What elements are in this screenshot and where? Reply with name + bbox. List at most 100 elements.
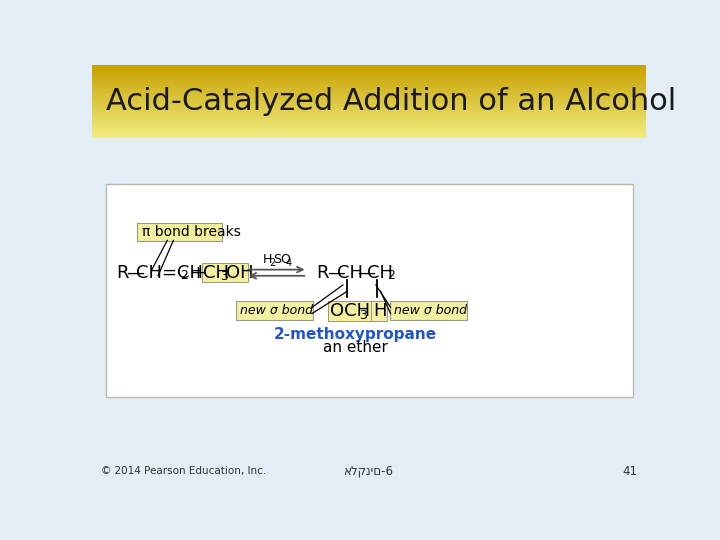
Bar (92, 111, 647, 112)
FancyBboxPatch shape (235, 301, 312, 320)
Bar (92, 73, 647, 74)
Bar (92, 72, 647, 73)
Bar (92, 85, 647, 86)
Bar (92, 133, 647, 134)
Text: CH: CH (204, 264, 230, 282)
Bar (92, 103, 647, 104)
Bar (92, 135, 647, 136)
FancyBboxPatch shape (106, 184, 633, 397)
Bar (92, 89, 647, 90)
Bar (92, 94, 647, 95)
Text: an ether: an ether (323, 340, 387, 355)
Bar (92, 70, 647, 71)
Text: CH=CH: CH=CH (137, 264, 204, 282)
FancyBboxPatch shape (372, 301, 387, 321)
Text: R: R (317, 264, 329, 282)
Text: +: + (190, 264, 205, 282)
Text: 2-methoxypropane: 2-methoxypropane (274, 327, 437, 342)
Bar (92, 121, 647, 122)
Bar (92, 131, 647, 132)
Text: —: — (127, 264, 145, 282)
Bar (92, 125, 647, 126)
Bar (92, 83, 647, 84)
Bar (92, 75, 647, 76)
Bar (92, 136, 647, 137)
Bar (92, 99, 647, 100)
Bar (92, 129, 647, 130)
Bar (92, 69, 647, 70)
Text: 3: 3 (220, 270, 228, 283)
Bar (92, 124, 647, 125)
Text: © 2014 Pearson Education, Inc.: © 2014 Pearson Education, Inc. (101, 467, 266, 476)
Bar (92, 76, 647, 77)
Text: —: — (356, 264, 374, 282)
Bar (92, 88, 647, 89)
Bar (92, 65, 647, 66)
Text: —: — (327, 264, 345, 282)
Text: new σ bond: new σ bond (240, 304, 312, 317)
Text: new σ bond: new σ bond (394, 304, 467, 317)
Bar (92, 67, 647, 68)
Bar (92, 97, 647, 98)
Text: אלקנים-6: אלקנים-6 (344, 465, 394, 478)
Bar (92, 92, 647, 93)
Bar (92, 134, 647, 135)
Text: SO: SO (274, 253, 292, 266)
Bar (92, 104, 647, 105)
Bar (92, 100, 647, 101)
Bar (92, 74, 647, 75)
Bar (92, 82, 647, 83)
Bar (92, 126, 647, 127)
Bar (92, 98, 647, 99)
Text: 41: 41 (622, 465, 637, 478)
Bar (92, 122, 647, 123)
Bar (92, 116, 647, 117)
Text: Acid-Catalyzed Addition of an Alcohol: Acid-Catalyzed Addition of an Alcohol (106, 87, 676, 116)
Text: R: R (117, 264, 129, 282)
Bar (92, 77, 647, 78)
Text: CH: CH (367, 264, 393, 282)
Text: OCH: OCH (330, 302, 370, 320)
Bar (92, 95, 647, 96)
Bar (92, 86, 647, 87)
Text: CH: CH (338, 264, 364, 282)
Bar (92, 117, 647, 118)
Bar (92, 96, 647, 97)
Text: 3: 3 (359, 308, 367, 321)
Bar (92, 138, 647, 481)
FancyBboxPatch shape (202, 264, 248, 282)
Text: OH: OH (226, 264, 253, 282)
Bar (92, 90, 647, 91)
Text: H: H (373, 302, 387, 320)
Bar (92, 130, 647, 131)
Bar (92, 81, 647, 82)
Bar (92, 101, 647, 102)
Bar (92, 123, 647, 124)
Bar (92, 68, 647, 69)
Bar (92, 118, 647, 119)
Bar (92, 80, 647, 81)
Text: 2: 2 (180, 269, 188, 282)
Bar (92, 107, 647, 108)
Bar (92, 119, 647, 120)
FancyBboxPatch shape (328, 301, 371, 321)
Bar (92, 108, 647, 109)
Bar (92, 66, 647, 67)
Bar (92, 112, 647, 113)
Bar (92, 93, 647, 94)
FancyBboxPatch shape (138, 222, 222, 241)
Text: 4: 4 (285, 258, 291, 268)
Bar (92, 127, 647, 128)
Bar (92, 110, 647, 111)
Text: 2: 2 (269, 258, 275, 268)
Bar (92, 132, 647, 133)
Bar (92, 128, 647, 129)
Bar (92, 109, 647, 110)
Bar (92, 113, 647, 114)
Text: π bond breaks: π bond breaks (142, 225, 240, 239)
Bar (92, 120, 647, 121)
Bar (92, 137, 647, 138)
Bar (92, 115, 647, 116)
FancyBboxPatch shape (390, 301, 467, 320)
Bar (92, 87, 647, 88)
